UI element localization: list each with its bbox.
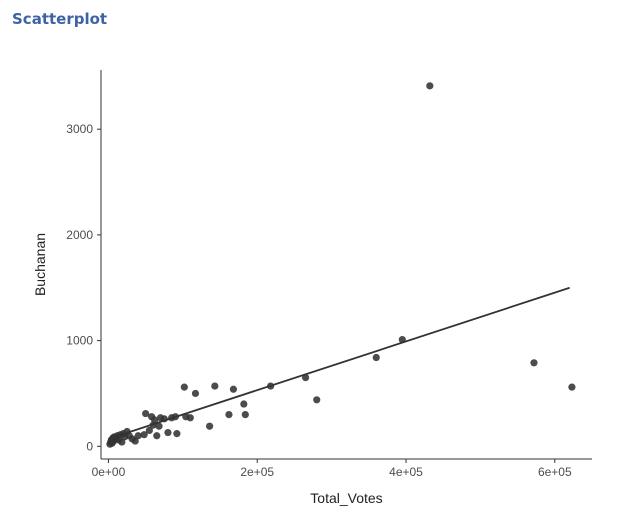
data-point — [225, 411, 233, 419]
data-point — [426, 82, 434, 90]
data-point — [131, 437, 139, 445]
x-tick-label: 0e+00 — [92, 465, 126, 479]
page-title: Scatterplot — [12, 10, 108, 28]
data-point — [145, 426, 153, 435]
data-point — [241, 411, 249, 419]
x-tick-label: 4e+05 — [389, 465, 423, 479]
y-axis-label: Buchanan — [32, 233, 48, 296]
plot-area: 0e+00 2e+05 4e+05 6e+05 0 1000 2000 3000 Total_V… — [32, 70, 592, 506]
y-tick-label: 1000 — [66, 334, 93, 348]
data-point — [206, 422, 214, 430]
x-tick-label: 6e+05 — [538, 465, 572, 479]
data-point — [568, 383, 576, 391]
x-tick-label: 2e+05 — [240, 465, 274, 479]
y-tick-label: 0 — [86, 439, 93, 453]
y-tick-label: 2000 — [66, 228, 93, 242]
data-point — [240, 400, 248, 408]
data-point — [186, 414, 194, 422]
data-point — [134, 432, 142, 440]
data-point — [191, 389, 200, 398]
data-point — [180, 383, 188, 391]
data-point — [118, 438, 126, 446]
x-axis-label: Total_Votes — [310, 490, 382, 506]
data-point — [173, 430, 181, 438]
y-tick-label: 3000 — [66, 122, 93, 136]
data-point — [153, 432, 161, 440]
data-point — [155, 422, 163, 430]
data-point — [142, 409, 150, 418]
data-point — [140, 431, 148, 439]
data-point — [530, 359, 538, 367]
data-point — [372, 353, 380, 362]
regression-line — [108, 286, 570, 440]
data-point — [229, 385, 238, 393]
data-point — [150, 416, 159, 424]
data-point — [313, 396, 321, 404]
data-point — [164, 428, 172, 437]
data-point — [211, 382, 219, 390]
